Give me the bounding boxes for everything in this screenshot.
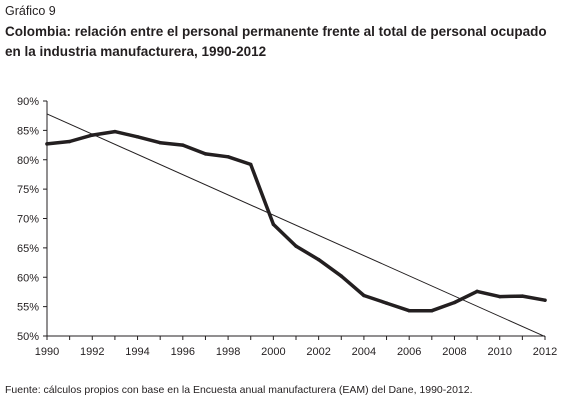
source-note: Fuente: cálculos propios con base en la … [5,384,473,396]
data-point [294,244,298,248]
data-point [316,257,321,262]
y-tick-label: 90% [17,96,39,108]
data-point [543,298,547,302]
data-point [384,301,389,305]
data-point [67,139,72,144]
data-point [271,222,276,227]
y-tick-label: 70% [17,214,39,226]
data-point [452,300,457,305]
data-point [226,155,230,159]
x-tick-label: 2012 [533,346,557,358]
y-tick-label: 80% [17,155,39,167]
x-tick-label: 2000 [261,346,285,358]
x-tick-label: 2006 [397,346,421,358]
x-tick-label: 2002 [306,346,330,358]
data-point [475,289,479,294]
x-tick-label: 1992 [80,346,104,358]
x-tick-labels: 1990 1992 1994 1996 1998 2000 2002 2004 2006 2008… [35,346,557,358]
x-tick-label: 2004 [352,346,376,358]
x-tick-label: 1990 [35,346,59,358]
y-tick-label: 55% [17,302,39,314]
plot-lines [45,113,547,338]
y-tick-label: 65% [17,243,39,255]
data-point [45,142,49,146]
trend-line [46,113,546,338]
data-point [498,294,502,299]
y-tick-label: 60% [17,272,39,284]
data-point [135,135,140,139]
data-point [407,309,411,313]
x-tick-label: 2010 [487,346,511,358]
data-point [430,309,434,313]
data-point [181,143,185,147]
axes [43,100,546,340]
chart-title: Colombia: relación entre el personal per… [5,24,547,59]
data-point [339,274,343,278]
data-point [158,141,162,145]
x-tick-label: 2008 [442,346,466,358]
series-line [45,129,547,313]
data-point [90,133,94,137]
data-point [249,162,253,167]
figure-label: Gráfico 9 [5,4,56,18]
x-tick-label: 1998 [216,346,240,358]
x-tick-label: 1994 [125,346,149,358]
y-tick-label: 85% [17,125,39,137]
data-point [203,152,208,156]
data-point [362,293,366,298]
y-tick-label: 75% [17,184,39,196]
x-tick-label: 1996 [171,346,195,358]
y-tick-label: 50% [17,331,39,343]
y-tick-labels: 90% 85% 80% 75% 70% 65% 60% 55% 50% [17,96,39,343]
data-point [113,129,117,134]
data-point [520,294,525,298]
